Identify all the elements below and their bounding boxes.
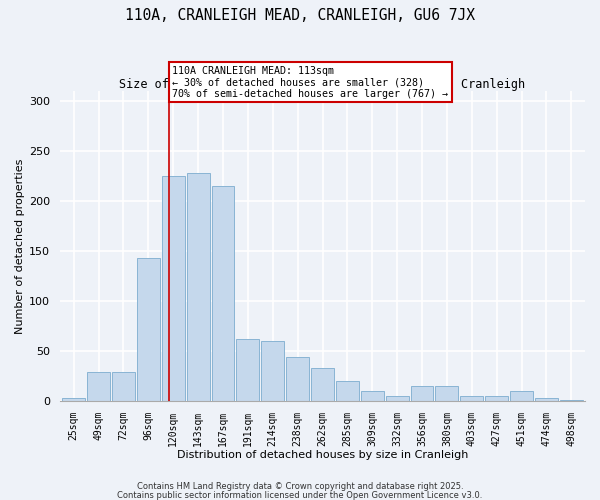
Bar	[262, 341, 284, 401]
Text: Contains HM Land Registry data © Crown copyright and database right 2025.: Contains HM Land Registry data © Crown c…	[137, 482, 463, 491]
Text: 110A CRANLEIGH MEAD: 113sqm
← 30% of detached houses are smaller (328)
70% of se: 110A CRANLEIGH MEAD: 113sqm ← 30% of det…	[172, 66, 448, 99]
Bar	[386, 396, 409, 401]
Bar	[137, 258, 160, 401]
Bar	[560, 400, 583, 401]
Bar	[460, 396, 483, 401]
Bar	[510, 391, 533, 401]
Bar	[436, 386, 458, 401]
Bar	[212, 186, 235, 401]
Bar	[236, 339, 259, 401]
Bar	[311, 368, 334, 401]
Bar	[162, 176, 185, 401]
Y-axis label: Number of detached properties: Number of detached properties	[15, 158, 25, 334]
Bar	[62, 398, 85, 401]
Text: Contains public sector information licensed under the Open Government Licence v3: Contains public sector information licen…	[118, 490, 482, 500]
Bar	[286, 357, 309, 401]
Bar	[535, 398, 558, 401]
Bar	[87, 372, 110, 401]
Bar	[187, 173, 209, 401]
Bar	[485, 396, 508, 401]
X-axis label: Distribution of detached houses by size in Cranleigh: Distribution of detached houses by size …	[177, 450, 468, 460]
Bar	[361, 391, 384, 401]
Bar	[336, 381, 359, 401]
Text: 110A, CRANLEIGH MEAD, CRANLEIGH, GU6 7JX: 110A, CRANLEIGH MEAD, CRANLEIGH, GU6 7JX	[125, 8, 475, 22]
Title: Size of property relative to detached houses in Cranleigh: Size of property relative to detached ho…	[119, 78, 526, 91]
Bar	[112, 372, 135, 401]
Bar	[410, 386, 433, 401]
